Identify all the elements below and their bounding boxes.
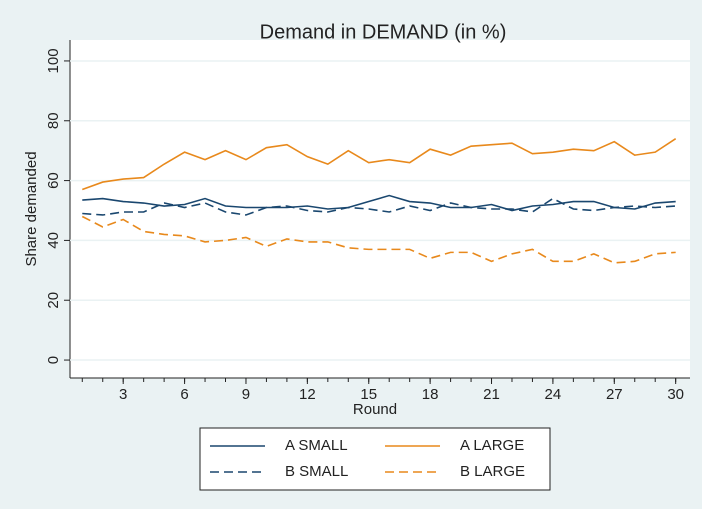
x-tick-label: 3 xyxy=(119,386,127,403)
y-tick-label: 0 xyxy=(45,356,62,364)
x-tick-label: 6 xyxy=(180,386,188,403)
legend-label: B SMALL xyxy=(285,463,348,480)
x-tick-label: 18 xyxy=(422,386,439,403)
y-tick-label: 20 xyxy=(45,292,62,309)
y-tick-label: 100 xyxy=(45,48,62,73)
legend xyxy=(199,427,551,491)
legend-label: A SMALL xyxy=(285,437,348,454)
chart-title: Demand in DEMAND (in %) xyxy=(260,21,507,43)
x-tick-label: 27 xyxy=(606,386,623,403)
x-tick-label: 24 xyxy=(545,386,562,403)
series-line xyxy=(82,138,677,191)
x-axis-label: Round xyxy=(353,401,397,418)
plot-area xyxy=(70,40,690,378)
y-tick-label: 60 xyxy=(45,172,62,189)
series-line xyxy=(81,215,676,264)
x-tick-label: 21 xyxy=(483,386,500,403)
series-line xyxy=(82,194,676,212)
legend-label: B LARGE xyxy=(460,463,525,480)
y-axis-label: Share demanded xyxy=(23,151,40,266)
y-tick-label: 40 xyxy=(45,232,62,249)
legend-label: A LARGE xyxy=(460,437,524,454)
series-line xyxy=(82,197,676,216)
x-tick-label: 12 xyxy=(299,386,316,403)
x-tick-label: 9 xyxy=(242,386,250,403)
x-tick-label: 30 xyxy=(667,386,684,403)
x-tick-label: 15 xyxy=(360,386,377,403)
y-tick-label: 80 xyxy=(45,112,62,129)
